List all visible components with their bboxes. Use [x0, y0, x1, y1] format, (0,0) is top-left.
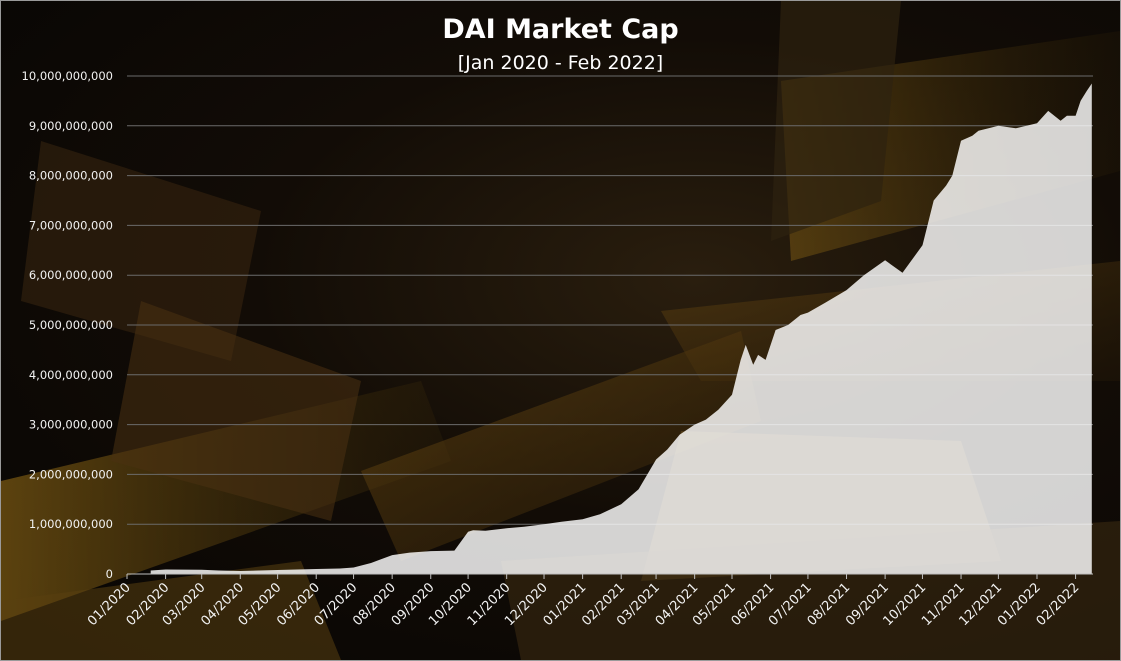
y-tick-label: 8,000,000,000 [29, 169, 113, 183]
y-tick-label: 1,000,000,000 [29, 517, 113, 531]
y-tick-label: 9,000,000,000 [29, 119, 113, 133]
y-tick-label: 0 [106, 567, 113, 581]
chart-subtitle: [Jan 2020 - Feb 2022] [457, 52, 664, 74]
chart-title: DAI Market Cap [442, 14, 679, 45]
y-tick-label: 10,000,000,000 [22, 69, 113, 83]
y-axis: 0 1,000,000,000 2,000,000,000 3,000,000,000… [22, 69, 113, 581]
y-tick-label: 7,000,000,000 [29, 218, 113, 232]
y-tick-label: 3,000,000,000 [29, 418, 113, 432]
y-tick-label: 4,000,000,000 [29, 368, 113, 382]
market-cap-area [150, 83, 1092, 574]
x-tick-label: 02/2022 [1034, 580, 1083, 629]
y-tick-label: 2,000,000,000 [29, 467, 113, 481]
x-axis: 01/202002/202003/202004/202005/202006/20… [85, 574, 1082, 629]
y-tick-label: 6,000,000,000 [29, 268, 113, 282]
y-tick-label: 5,000,000,000 [29, 318, 113, 332]
